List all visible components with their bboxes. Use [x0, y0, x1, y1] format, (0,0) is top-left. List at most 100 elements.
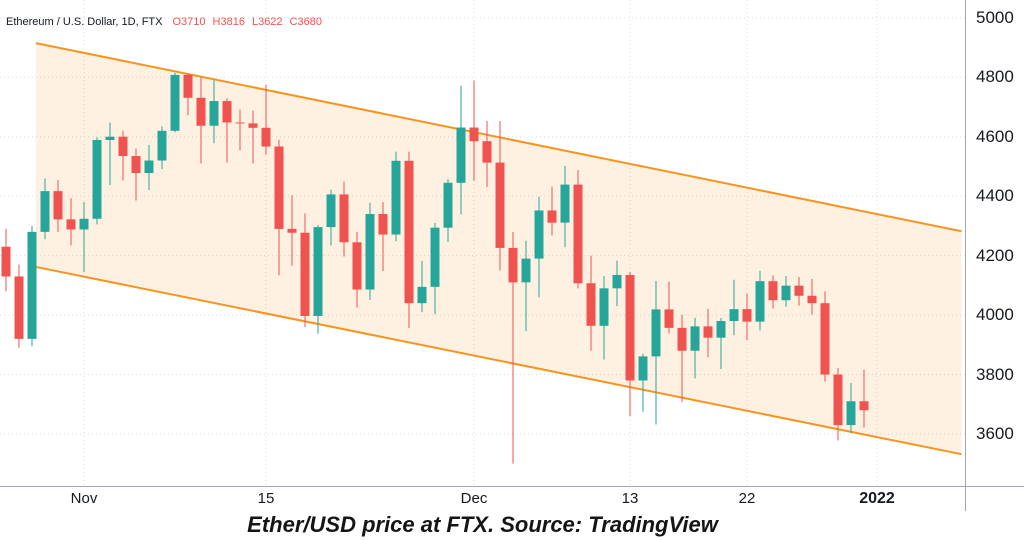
chart-canvas[interactable]: [0, 0, 965, 486]
candle: [456, 85, 466, 215]
grid-lines: [0, 0, 965, 486]
time-tick-label: 2022: [859, 490, 895, 507]
candle: [807, 278, 817, 315]
candle-body: [222, 101, 232, 123]
candle-body: [651, 309, 661, 357]
symbol-legend[interactable]: Ethereum / U.S. Dollar, 1D, FTX O3710 H381…: [6, 16, 329, 28]
candle: [222, 98, 232, 163]
candle: [443, 178, 453, 242]
time-tick-label: Nov: [70, 490, 98, 507]
candle-body: [781, 285, 791, 301]
candle: [144, 145, 154, 190]
candle-body: [560, 184, 570, 223]
candle: [586, 255, 596, 351]
candle-body: [443, 182, 453, 228]
price-tick-label: 4400: [976, 186, 1014, 206]
candle: [794, 277, 804, 306]
candle: [482, 120, 492, 187]
candle-body: [53, 191, 63, 220]
candle: [79, 202, 89, 272]
candle-body: [482, 141, 492, 163]
candle: [326, 189, 336, 246]
candle: [599, 275, 609, 360]
candle-body: [573, 184, 583, 284]
candle: [755, 270, 765, 331]
candle: [313, 225, 323, 334]
candle: [560, 165, 570, 248]
candle: [14, 264, 24, 348]
candle-body: [677, 327, 687, 351]
candle: [859, 369, 869, 428]
candle-body: [183, 74, 193, 98]
candle-body: [755, 281, 765, 322]
candle-body: [92, 140, 102, 219]
price-tick-label: 3800: [976, 364, 1014, 384]
candle: [235, 109, 245, 151]
candle-body: [430, 227, 440, 287]
price-axis[interactable]: 3600 3800 4000 4200 4400 4600 4800 5000: [966, 0, 1024, 486]
trend-channel-lower-line[interactable]: [35, 265, 962, 456]
candle-body: [690, 326, 700, 351]
candlestick-chart[interactable]: [0, 0, 965, 486]
candle: [66, 198, 76, 246]
candle: [27, 225, 37, 347]
candle: [196, 77, 206, 164]
candle-body: [313, 227, 323, 316]
candle-body: [625, 274, 635, 381]
candle-body: [599, 288, 609, 326]
candle-body: [131, 156, 141, 173]
candle-body: [664, 309, 674, 328]
candle: [495, 120, 505, 271]
candle: [274, 139, 284, 276]
candle: [40, 178, 50, 240]
candle: [209, 80, 219, 144]
candle-body: [404, 160, 414, 304]
candle: [846, 382, 856, 434]
candle-body: [417, 286, 427, 304]
symbol-title: Ethereum / U.S. Dollar, 1D, FTX: [6, 16, 163, 28]
price-tick-label: 5000: [976, 7, 1014, 27]
time-tick-label: 15: [257, 490, 275, 507]
price-tick-label: 4200: [976, 245, 1014, 265]
ohlc-open-value: O3710: [172, 16, 206, 28]
candle-body: [196, 97, 206, 126]
candle-body: [118, 136, 128, 157]
candle: [1, 228, 11, 292]
candle-body: [612, 274, 622, 289]
trend-channel-upper-line[interactable]: [35, 42, 962, 233]
candle: [820, 291, 830, 382]
candle-body: [508, 247, 518, 283]
candle-body: [300, 232, 310, 316]
candle-body: [235, 122, 245, 124]
candle: [183, 73, 193, 116]
candle-body: [547, 210, 557, 223]
candle-body: [846, 401, 856, 426]
price-axis-border: [965, 0, 966, 511]
candle-body: [456, 127, 466, 183]
time-axis-border: [0, 486, 1024, 487]
time-axis[interactable]: Nov 15 Dec 13 22 2022: [0, 488, 965, 511]
candle: [157, 126, 167, 170]
candle: [833, 367, 843, 441]
candle: [534, 196, 544, 298]
candle: [781, 276, 791, 307]
candle-body: [274, 146, 284, 229]
candle: [768, 275, 778, 309]
candle-body: [794, 285, 804, 296]
candle: [573, 170, 583, 289]
candle: [105, 122, 115, 186]
candle: [638, 353, 648, 412]
candle-body: [261, 127, 271, 147]
candle: [625, 271, 635, 417]
candle-body: [105, 136, 115, 141]
time-tick-label: 13: [621, 490, 639, 507]
candle: [365, 202, 375, 300]
candle: [690, 317, 700, 379]
candle-body: [820, 303, 830, 375]
candle: [742, 293, 752, 341]
candle-body: [287, 228, 297, 233]
candle: [417, 260, 427, 313]
candle-body: [469, 127, 479, 142]
candle-body: [534, 210, 544, 259]
candle: [521, 240, 531, 332]
